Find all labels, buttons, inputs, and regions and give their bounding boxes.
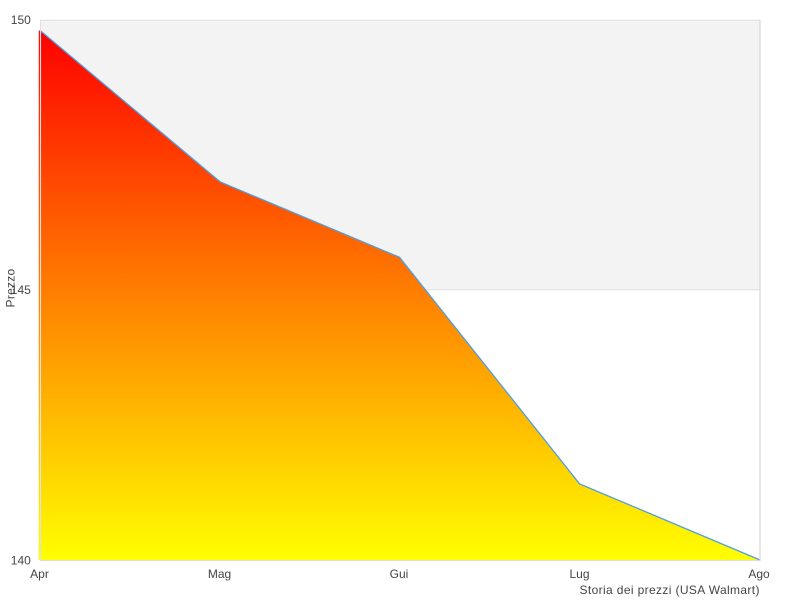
svg-text:140: 140 bbox=[11, 553, 31, 567]
svg-text:Mag: Mag bbox=[208, 567, 231, 581]
svg-text:Prezzo: Prezzo bbox=[4, 268, 18, 307]
svg-text:Ago: Ago bbox=[748, 567, 770, 581]
svg-text:150: 150 bbox=[11, 13, 31, 27]
svg-text:Gui: Gui bbox=[390, 567, 409, 581]
svg-text:Apr: Apr bbox=[30, 567, 49, 581]
svg-text:Lug: Lug bbox=[569, 567, 589, 581]
svg-text:145: 145 bbox=[11, 283, 31, 297]
svg-text:Storia dei prezzi (USA Walmart: Storia dei prezzi (USA Walmart) bbox=[580, 583, 760, 597]
